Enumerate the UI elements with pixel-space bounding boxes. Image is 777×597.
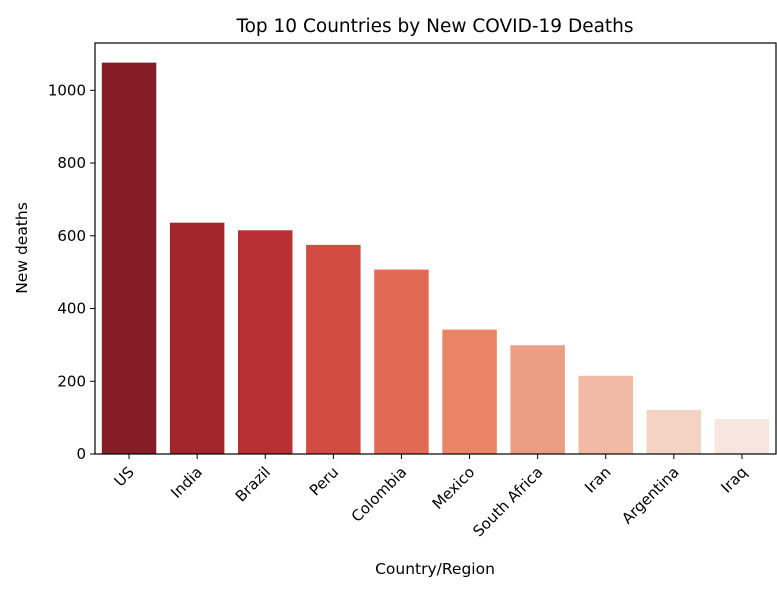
- x-tick-label: Colombia: [348, 463, 411, 526]
- bar-argentina: [646, 409, 702, 454]
- y-tick-label: 800: [57, 154, 86, 172]
- bar-south-africa: [510, 345, 565, 454]
- y-axis-ticks: 0 200 400 600 800 1000: [48, 81, 95, 463]
- bar-mexico: [442, 329, 497, 454]
- y-tick-label: 1000: [48, 81, 86, 99]
- plot-area-frame: [94, 42, 777, 455]
- y-axis-label: New deaths: [13, 202, 31, 294]
- x-tick-label: US: [111, 463, 138, 490]
- y-tick-label: 200: [57, 372, 86, 390]
- y-tick-label: 600: [57, 227, 86, 245]
- bar-colombia: [374, 269, 429, 454]
- bar-peru: [306, 244, 361, 454]
- bar-iran: [578, 375, 633, 454]
- y-tick-label: 400: [57, 300, 86, 318]
- x-tick-label: Mexico: [429, 463, 479, 513]
- bar-india: [169, 222, 225, 454]
- x-tick-label: Peru: [306, 463, 342, 499]
- x-tick-label: Brazil: [232, 463, 274, 505]
- chart-title: Top 10 Countries by New COVID-19 Deaths: [235, 16, 633, 37]
- x-tick-label: India: [167, 463, 206, 502]
- x-tick-label: Iran: [581, 463, 614, 496]
- x-axis-label: Country/Region: [375, 560, 495, 578]
- x-tick-label: Iraq: [717, 463, 750, 496]
- bars-group: [101, 62, 770, 454]
- y-tick-label: 0: [76, 445, 86, 463]
- x-tick-label: South Africa: [469, 463, 546, 540]
- bar-iraq: [714, 419, 770, 454]
- x-tick-label: Argentina: [618, 463, 682, 527]
- bar-brazil: [238, 230, 293, 454]
- bar-us: [101, 62, 157, 454]
